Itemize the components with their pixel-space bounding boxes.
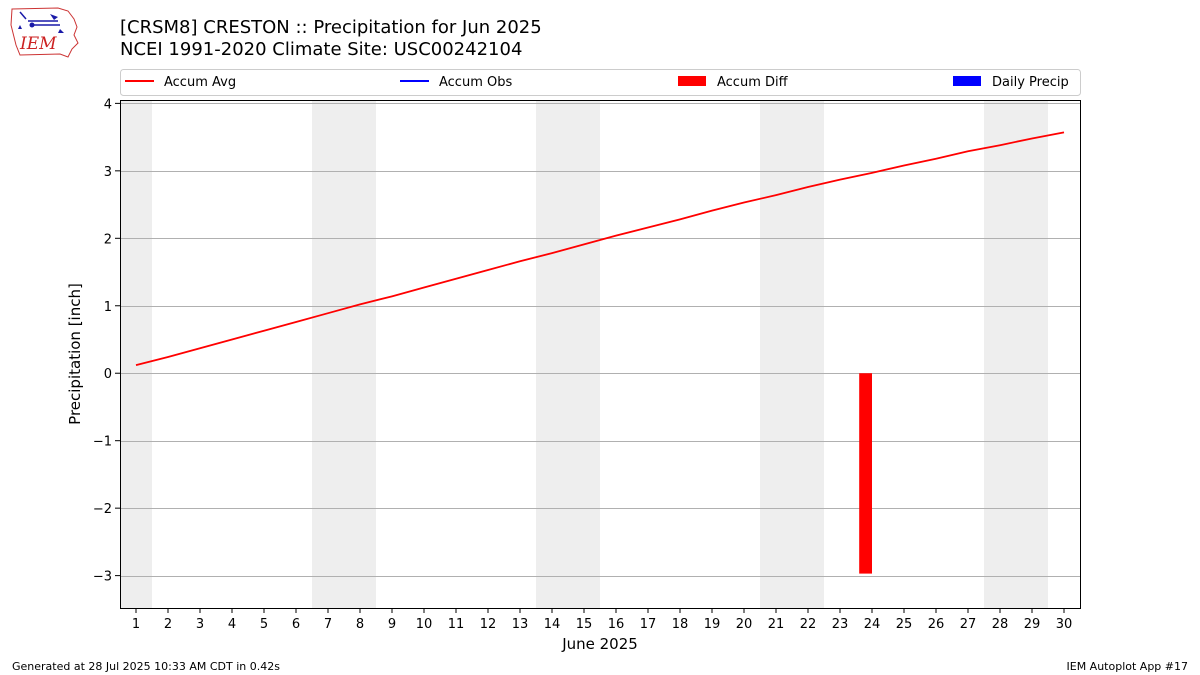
y-tick-label: 3 xyxy=(104,165,112,180)
x-tick-label: 22 xyxy=(800,617,817,632)
weekend-band xyxy=(1016,100,1048,608)
legend-label: Accum Avg xyxy=(164,75,236,90)
x-tick-label: 18 xyxy=(672,617,689,632)
weekend-band xyxy=(760,100,792,608)
legend-bar-swatch xyxy=(678,76,706,86)
x-tick-label: 29 xyxy=(1024,617,1041,632)
x-tick-label: 4 xyxy=(228,617,236,632)
x-tick-label: 28 xyxy=(992,617,1009,632)
y-tick-label: 0 xyxy=(104,367,112,382)
legend: Accum Avg Accum Obs Accum Diff Daily Precip xyxy=(120,69,1081,96)
y-tick-label: 1 xyxy=(104,300,112,315)
y-tick-label: −1 xyxy=(93,435,112,450)
y-tick-label: −2 xyxy=(93,502,112,517)
weekend-band xyxy=(120,100,152,608)
x-tick-label: 23 xyxy=(832,617,849,632)
iem-logo: IEM xyxy=(10,7,79,58)
y-tick-label: 4 xyxy=(104,97,112,112)
generated-timestamp: Generated at 28 Jul 2025 10:33 AM CDT in… xyxy=(12,660,280,673)
weekend-band xyxy=(984,100,1016,608)
x-tick-label: 11 xyxy=(448,617,465,632)
x-tick-label: 19 xyxy=(704,617,721,632)
x-tick-label: 5 xyxy=(260,617,268,632)
weekend-band xyxy=(344,100,376,608)
legend-frame xyxy=(120,69,1081,96)
legend-label: Accum Diff xyxy=(717,75,789,90)
x-tick-label: 25 xyxy=(896,617,913,632)
weekend-band xyxy=(568,100,600,608)
x-tick-label: 10 xyxy=(416,617,433,632)
x-tick-label: 15 xyxy=(576,617,593,632)
weekend-band xyxy=(536,100,568,608)
x-tick-label: 3 xyxy=(196,617,204,632)
y-tick-label: −3 xyxy=(93,570,112,585)
iowa-outline-icon xyxy=(10,7,79,58)
x-tick-label: 20 xyxy=(736,617,753,632)
y-axis-label: Precipitation [inch] xyxy=(66,283,84,425)
legend-label: Accum Obs xyxy=(439,75,512,90)
x-tick-label: 12 xyxy=(480,617,497,632)
x-tick-label: 6 xyxy=(292,617,300,632)
x-tick-label: 24 xyxy=(864,617,881,632)
x-tick-label: 13 xyxy=(512,617,529,632)
legend-bar-swatch xyxy=(953,76,981,86)
autoplot-app-label: IEM Autoplot App #17 xyxy=(1066,660,1189,673)
accum-avg-line xyxy=(135,131,1065,367)
x-tick-label: 2 xyxy=(164,617,172,632)
x-tick-label: 1 xyxy=(132,617,140,632)
legend-label: Daily Precip xyxy=(992,75,1069,90)
weekend-band xyxy=(792,100,824,608)
x-tick-label: 14 xyxy=(544,617,561,632)
accum-diff-bar xyxy=(859,373,872,574)
plot-frame xyxy=(120,100,1081,609)
x-tick-label: 9 xyxy=(388,617,396,632)
x-tick-label: 17 xyxy=(640,617,657,632)
chart-title: [CRSM8] CRESTON :: Precipitation for Jun… xyxy=(120,17,542,38)
x-tick-label: 21 xyxy=(768,617,785,632)
x-tick-label: 16 xyxy=(608,617,625,632)
logo-text: IEM xyxy=(19,34,57,54)
y-tick-label: 2 xyxy=(104,232,112,247)
x-tick-label: 30 xyxy=(1056,617,1073,632)
x-axis-label: June 2025 xyxy=(561,635,638,653)
x-tick-label: 7 xyxy=(324,617,332,632)
x-tick-label: 8 xyxy=(356,617,364,632)
x-tick-label: 27 xyxy=(960,617,977,632)
x-tick-label: 26 xyxy=(928,617,945,632)
weekend-band xyxy=(312,100,344,608)
chart-subtitle: NCEI 1991-2020 Climate Site: USC00242104 xyxy=(120,39,523,60)
